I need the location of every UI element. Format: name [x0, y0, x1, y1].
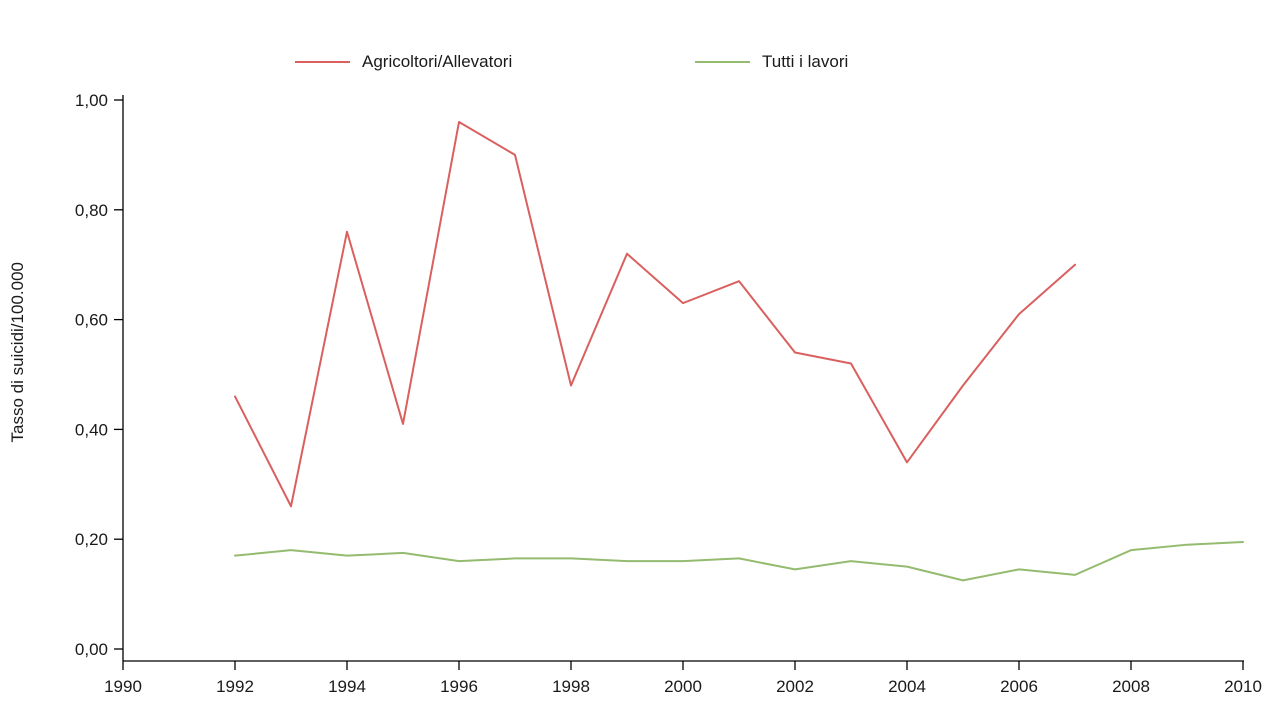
legend-line-swatch-green — [695, 61, 750, 63]
legend-item-agricoltori: Agricoltori/Allevatori — [295, 52, 512, 72]
x-tick-label: 1994 — [328, 677, 366, 696]
x-tick-label: 2004 — [888, 677, 926, 696]
y-tick-label: 1,00 — [75, 91, 108, 110]
legend-label-tutti-lavori: Tutti i lavori — [762, 52, 849, 71]
x-tick-label: 1992 — [216, 677, 254, 696]
legend-label-agricoltori: Agricoltori/Allevatori — [362, 52, 513, 71]
y-tick-label: 0,60 — [75, 311, 108, 330]
x-tick-label: 1990 — [104, 677, 142, 696]
x-tick-label: 2002 — [776, 677, 814, 696]
y-axis-title: Tasso di suicidi/100.000 — [8, 262, 27, 443]
x-tick-label: 2000 — [664, 677, 702, 696]
series-line-agricoltori — [234, 120, 1076, 508]
x-tick-label: 1996 — [440, 677, 478, 696]
y-tick-label: 0,80 — [75, 201, 108, 220]
y-tick-label: 0,20 — [75, 530, 108, 549]
x-tick-label: 2010 — [1224, 677, 1262, 696]
y-tick-label: 0,00 — [75, 640, 108, 659]
x-tick-label: 2008 — [1112, 677, 1150, 696]
series-line-tutti-lavori — [234, 540, 1244, 582]
legend-line-swatch-red — [295, 61, 350, 63]
x-tick-label: 1998 — [552, 677, 590, 696]
y-tick-label: 0,40 — [75, 420, 108, 439]
x-tick-label: 2006 — [1000, 677, 1038, 696]
legend-item-tutti-lavori: Tutti i lavori — [695, 52, 848, 72]
